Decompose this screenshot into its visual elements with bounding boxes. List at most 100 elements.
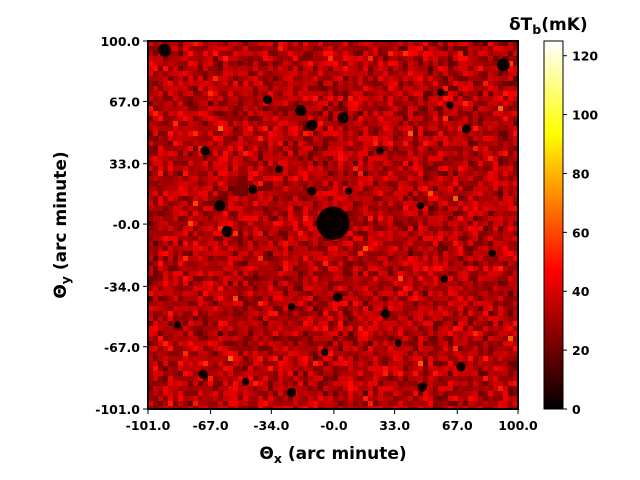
heatmap-cell [293, 331, 298, 336]
heatmap-cell [473, 166, 478, 171]
heatmap-cell [498, 56, 503, 61]
heatmap-cell [213, 141, 218, 146]
heatmap-cell [413, 296, 418, 301]
heatmap-cell [493, 266, 498, 271]
heatmap-cell [288, 86, 293, 91]
heatmap-cell [188, 131, 193, 136]
heatmap-cell [378, 301, 383, 306]
heatmap-cell [298, 101, 303, 106]
heatmap-cell [503, 91, 508, 96]
heatmap-cell [208, 121, 213, 126]
heatmap-cell [368, 66, 373, 71]
heatmap-cell [368, 236, 373, 241]
heatmap-cell [193, 366, 198, 371]
heatmap-cell [368, 301, 373, 306]
heatmap-cell [463, 321, 468, 326]
heatmap-cell [203, 156, 208, 161]
heatmap-cell [268, 301, 273, 306]
heatmap-cell [348, 61, 353, 66]
heatmap-cell [278, 146, 283, 151]
heatmap-cell [273, 76, 278, 81]
heatmap-cell [378, 71, 383, 76]
heatmap-cell [423, 121, 428, 126]
heatmap-cell [158, 291, 163, 296]
heatmap-cell [268, 181, 273, 186]
heatmap-cell [153, 336, 158, 341]
heatmap-cell [393, 121, 398, 126]
heatmap-cell [318, 156, 323, 161]
heatmap-cell [508, 236, 513, 241]
heatmap-cell [158, 276, 163, 281]
heatmap-cell [478, 161, 483, 166]
heatmap-cell [483, 76, 488, 81]
heatmap-cell [478, 321, 483, 326]
heatmap-cell [203, 136, 208, 141]
heatmap-cell [438, 346, 443, 351]
heatmap-cell [473, 286, 478, 291]
heatmap-cell [243, 161, 248, 166]
heatmap-cell [173, 51, 178, 56]
heatmap-cell [318, 306, 323, 311]
heatmap-cell [208, 161, 213, 166]
heatmap-cell [353, 336, 358, 341]
heatmap-cell [368, 56, 373, 61]
heatmap-cell [493, 76, 498, 81]
heatmap-cell [453, 261, 458, 266]
heatmap-cell [198, 161, 203, 166]
heatmap-cell [488, 301, 493, 306]
heatmap-cell [338, 171, 343, 176]
heatmap-cell [168, 356, 173, 361]
heatmap-cell [288, 196, 293, 201]
heatmap-cell [483, 311, 488, 316]
heatmap-cell [193, 201, 198, 206]
heatmap-cell [398, 236, 403, 241]
heatmap-cell [203, 91, 208, 96]
heatmap-cell [193, 51, 198, 56]
heatmap-cell [328, 251, 333, 256]
heatmap-cell [323, 86, 328, 91]
heatmap-cell [463, 151, 468, 156]
heatmap-cell [378, 361, 383, 366]
heatmap-cell [243, 336, 248, 341]
heatmap-cell [473, 141, 478, 146]
heatmap-cell [408, 51, 413, 56]
heatmap-cell [418, 186, 423, 191]
heatmap-cell [148, 286, 153, 291]
heatmap-cell [443, 331, 448, 336]
heatmap-cell [233, 196, 238, 201]
heatmap-cell [233, 346, 238, 351]
heatmap-cell [213, 196, 218, 201]
heatmap-cell [158, 336, 163, 341]
heatmap-cell [263, 111, 268, 116]
heatmap-cell [433, 241, 438, 246]
heatmap-cell [373, 346, 378, 351]
heatmap-cell [458, 201, 463, 206]
heatmap-cell [423, 46, 428, 51]
heatmap-cell [188, 96, 193, 101]
heatmap-cell [513, 161, 518, 166]
heatmap-cell [333, 276, 338, 281]
heatmap-cell [508, 131, 513, 136]
heatmap-cell [438, 341, 443, 346]
heatmap-cell [453, 301, 458, 306]
heatmap-cell [428, 121, 433, 126]
heatmap-cell [483, 216, 488, 221]
heatmap-cell [383, 106, 388, 111]
heatmap-cell [478, 246, 483, 251]
heatmap-cell [163, 101, 168, 106]
heatmap-cell [233, 186, 238, 191]
heatmap-cell [508, 331, 513, 336]
heatmap-cell [413, 256, 418, 261]
heatmap-cell [258, 306, 263, 311]
heatmap-cell [218, 341, 223, 346]
heatmap-cell [413, 156, 418, 161]
heatmap-cell [198, 186, 203, 191]
heatmap-cell [433, 66, 438, 71]
heatmap-cell [293, 51, 298, 56]
heatmap-cell [178, 226, 183, 231]
heatmap-cell [288, 201, 293, 206]
heatmap-cell [333, 181, 338, 186]
heatmap-cell [203, 236, 208, 241]
heatmap-cell [148, 241, 153, 246]
heatmap-cell [248, 321, 253, 326]
